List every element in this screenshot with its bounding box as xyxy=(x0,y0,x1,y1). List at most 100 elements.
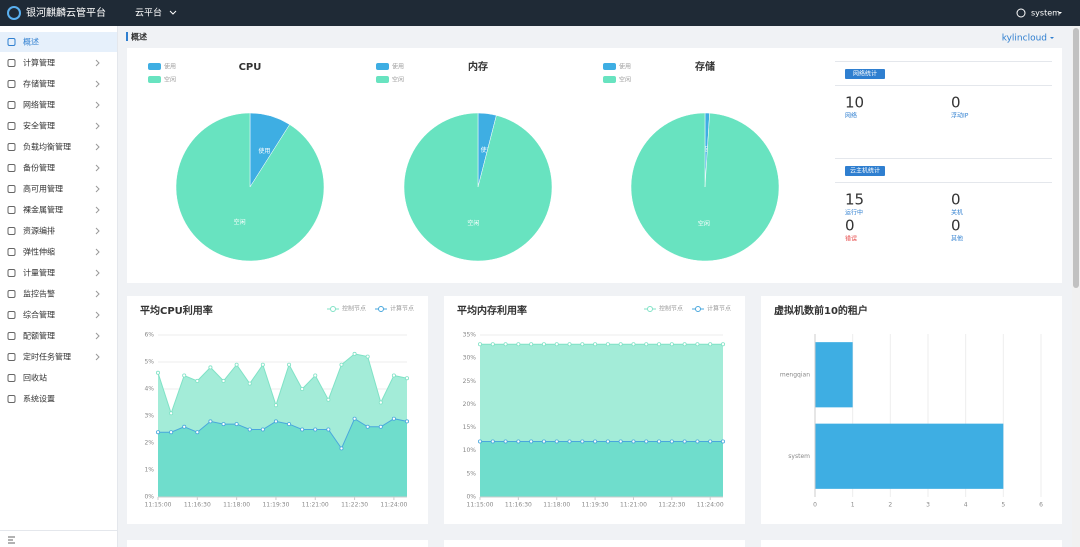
globe-icon xyxy=(1016,8,1026,18)
menu-item[interactable]: 综合管理 xyxy=(23,310,55,320)
scroll-thumb[interactable] xyxy=(1073,28,1079,288)
menu-icon xyxy=(7,374,16,382)
menu-item[interactable]: 配额管理 xyxy=(23,331,55,341)
chart-title: 平均内存利用率 xyxy=(457,304,527,317)
slice-label: 使用 xyxy=(258,147,270,155)
legend-label: 使用 xyxy=(392,63,404,71)
stat-label: 错误 xyxy=(845,235,857,243)
point xyxy=(313,373,318,378)
menu-item[interactable]: 定时任务管理 xyxy=(23,352,71,362)
point xyxy=(657,342,662,347)
y-tick-label: 35% xyxy=(463,332,477,339)
menu-item[interactable]: 资源编排 xyxy=(23,226,55,236)
legend-label: 空闲 xyxy=(392,76,404,84)
point xyxy=(516,342,521,347)
x-tick-label: 2 xyxy=(888,502,892,509)
app-title: 银河麒麟云管平台 xyxy=(26,6,106,19)
menu-item[interactable]: 弹性伸缩 xyxy=(23,247,55,257)
x-tick-label: 11:24:00 xyxy=(380,502,407,509)
divider xyxy=(835,85,1052,86)
menu-icon xyxy=(7,353,16,361)
menu-item[interactable]: 监控告警 xyxy=(23,289,55,299)
menu-item[interactable]: 计算管理 xyxy=(23,58,55,68)
menu-item[interactable]: 负载均衡管理 xyxy=(23,142,71,152)
point xyxy=(605,439,610,444)
menu-icon xyxy=(7,38,16,46)
point xyxy=(391,373,396,378)
area xyxy=(480,441,723,497)
menu-item[interactable]: 系统设置 xyxy=(23,394,55,404)
point xyxy=(208,365,213,370)
y-tick-label: 15% xyxy=(463,424,477,431)
x-tick-label: 11:16:30 xyxy=(184,502,211,509)
menu-icon xyxy=(7,59,16,67)
point xyxy=(300,386,305,391)
menu-item[interactable]: 回收站 xyxy=(23,373,47,383)
point xyxy=(580,342,585,347)
divider xyxy=(835,158,1052,159)
chevron xyxy=(95,332,100,340)
point xyxy=(682,439,687,444)
legend-swatch xyxy=(148,76,161,83)
point xyxy=(503,439,508,444)
legend-swatch xyxy=(376,76,389,83)
x-tick-label: 6 xyxy=(1039,502,1043,509)
chevron xyxy=(95,185,100,193)
platform-menu[interactable]: 云平台 xyxy=(135,7,162,19)
chevron xyxy=(95,164,100,172)
top-bar xyxy=(0,0,1080,26)
divider xyxy=(835,182,1052,183)
x-tick-label: 11:18:00 xyxy=(543,502,570,509)
y-tick-label: system xyxy=(788,453,810,460)
point xyxy=(182,373,187,378)
divider xyxy=(835,61,1052,62)
panel xyxy=(444,540,745,547)
pie-slice xyxy=(403,112,553,262)
menu-item[interactable]: 计量管理 xyxy=(23,268,55,278)
point xyxy=(618,342,623,347)
point xyxy=(234,422,239,427)
stat-value: 0 xyxy=(951,217,961,235)
menu-icon xyxy=(7,311,16,319)
point xyxy=(352,351,357,356)
y-tick-label: 20% xyxy=(463,401,477,408)
y-tick-label: 6% xyxy=(144,332,154,339)
user-menu[interactable]: system xyxy=(1031,9,1060,18)
menu-icon xyxy=(7,164,16,172)
point xyxy=(155,430,160,435)
point xyxy=(221,422,226,427)
point xyxy=(182,424,187,429)
x-tick-label: 11:22:30 xyxy=(341,502,368,509)
menu-item[interactable]: 备份管理 xyxy=(23,163,55,173)
menu-item[interactable]: 存储管理 xyxy=(23,79,55,89)
point xyxy=(365,424,370,429)
point xyxy=(605,342,610,347)
menu-icon xyxy=(7,290,16,298)
menu-item[interactable]: 网络管理 xyxy=(23,100,55,110)
menu-item[interactable]: 裸金属管理 xyxy=(23,205,63,215)
bar xyxy=(815,342,853,408)
point xyxy=(326,397,331,402)
legend-label: 使用 xyxy=(619,63,631,71)
legend-swatch xyxy=(376,63,389,70)
menu-item[interactable]: 概述 xyxy=(23,37,39,47)
point xyxy=(682,342,687,347)
bar xyxy=(815,423,1004,489)
point xyxy=(644,439,649,444)
collapse-icon[interactable] xyxy=(8,536,15,544)
point xyxy=(339,446,344,451)
menu-item[interactable]: 安全管理 xyxy=(23,121,55,131)
point xyxy=(516,439,521,444)
x-tick-label: 11:19:30 xyxy=(262,502,289,509)
sidebar xyxy=(0,26,117,547)
logo xyxy=(7,6,21,20)
point xyxy=(155,370,160,375)
chevron xyxy=(95,101,100,109)
project-select[interactable]: kylincloud xyxy=(1002,34,1047,44)
x-tick-label: 11:24:00 xyxy=(697,502,724,509)
x-tick-label: 11:15:00 xyxy=(145,502,172,509)
point xyxy=(644,342,649,347)
point xyxy=(593,439,598,444)
menu-item[interactable]: 高可用管理 xyxy=(23,184,63,194)
